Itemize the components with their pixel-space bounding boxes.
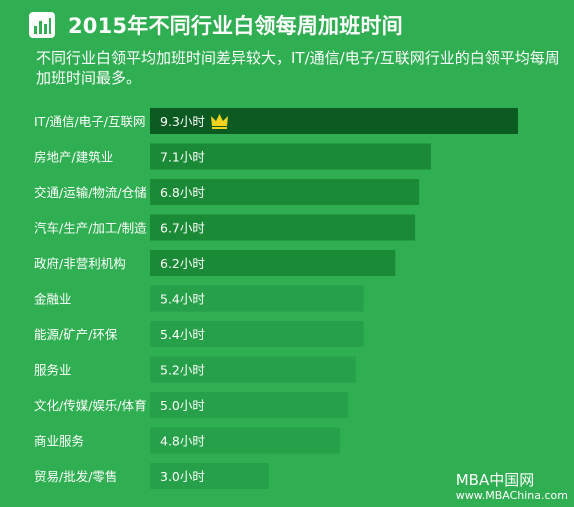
category-label-3: 汽车/生产/加工/制造 <box>34 221 147 236</box>
bar-4 <box>150 250 396 276</box>
bar-3 <box>150 214 416 241</box>
category-label-8: 文化/传媒/娱乐/体育 <box>34 398 147 413</box>
bar-chart-icon <box>28 11 56 39</box>
value-label-5: 5.4小时 <box>160 292 205 307</box>
value-label-9: 4.8小时 <box>160 434 205 449</box>
category-label-0: IT/通信/电子/互联网 <box>34 114 145 129</box>
bar-0 <box>150 108 518 134</box>
header: 2015年不同行业白领每周加班时间 <box>28 8 403 42</box>
category-label-6: 能源/矿产/环保 <box>34 327 118 342</box>
bar-10 <box>150 463 269 489</box>
category-label-1: 房地产/建筑业 <box>34 150 113 165</box>
value-label-8: 5.0小时 <box>160 398 205 413</box>
value-label-7: 5.2小时 <box>160 363 205 378</box>
bar-6 <box>150 321 364 347</box>
category-label-9: 商业服务 <box>34 434 84 449</box>
watermark-url: www.MBAChina.com <box>455 489 568 502</box>
watermark-site-name: MBA中国网 <box>455 471 535 489</box>
category-label-2: 交通/运输/物流/仓储 <box>34 185 147 200</box>
value-label-6: 5.4小时 <box>160 327 205 342</box>
value-label-10: 3.0小时 <box>160 469 205 484</box>
category-label-7: 服务业 <box>34 363 72 378</box>
bar-9 <box>150 427 340 454</box>
bar-5 <box>150 285 364 312</box>
value-label-4: 6.2小时 <box>160 256 205 271</box>
chart-subtitle: 不同行业白领平均加班时间差异较大，IT/通信/电子/互联网行业的白领平均每周加班… <box>36 49 560 87</box>
chart-title: 2015年不同行业白领每周加班时间 <box>68 14 403 38</box>
value-label-0: 9.3小时 <box>160 114 205 129</box>
bar-7 <box>150 356 356 383</box>
crown-icon <box>211 114 228 126</box>
bar-8 <box>150 392 348 418</box>
category-label-5: 金融业 <box>34 292 72 307</box>
bar-2 <box>150 179 420 205</box>
category-label-10: 贸易/批发/零售 <box>34 469 117 484</box>
watermark: MBA中国网 www.MBAChina.com <box>456 472 568 504</box>
value-label-2: 6.8小时 <box>160 185 205 200</box>
bar-1 <box>150 143 431 170</box>
value-label-3: 6.7小时 <box>160 221 205 236</box>
value-label-1: 7.1小时 <box>160 150 205 165</box>
crown-base <box>212 127 227 129</box>
category-label-4: 政府/非营利机构 <box>34 256 126 271</box>
